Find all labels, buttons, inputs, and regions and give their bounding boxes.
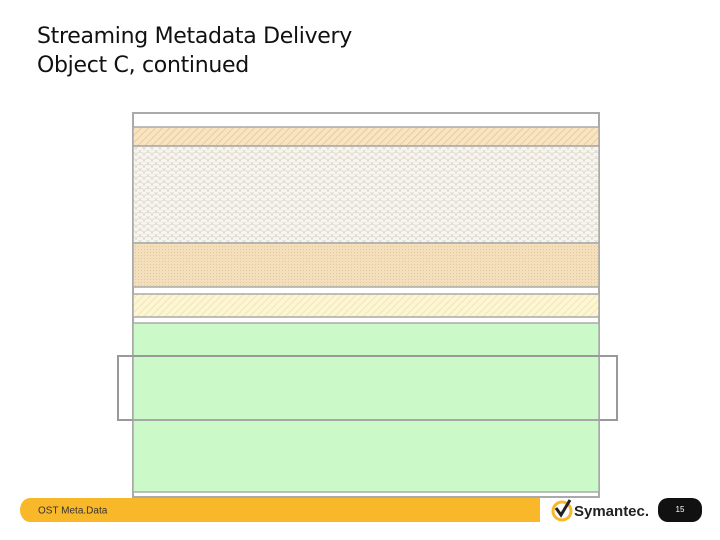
block xyxy=(132,126,600,147)
page-number: 15 xyxy=(676,505,685,514)
title-line: Streaming Metadata Delivery xyxy=(37,24,353,49)
block xyxy=(132,145,600,244)
page-number-box xyxy=(658,498,702,522)
footer-bar xyxy=(20,498,540,522)
layout-blocks xyxy=(117,112,618,498)
logo-mark xyxy=(551,500,573,522)
title-line: Object C, continued xyxy=(37,53,249,78)
logo-check xyxy=(554,499,572,518)
block xyxy=(132,322,600,493)
block xyxy=(132,293,600,318)
logo-text: Symantec. xyxy=(574,503,649,520)
block xyxy=(132,242,600,288)
footer-label: OST Meta.Data xyxy=(38,506,108,517)
